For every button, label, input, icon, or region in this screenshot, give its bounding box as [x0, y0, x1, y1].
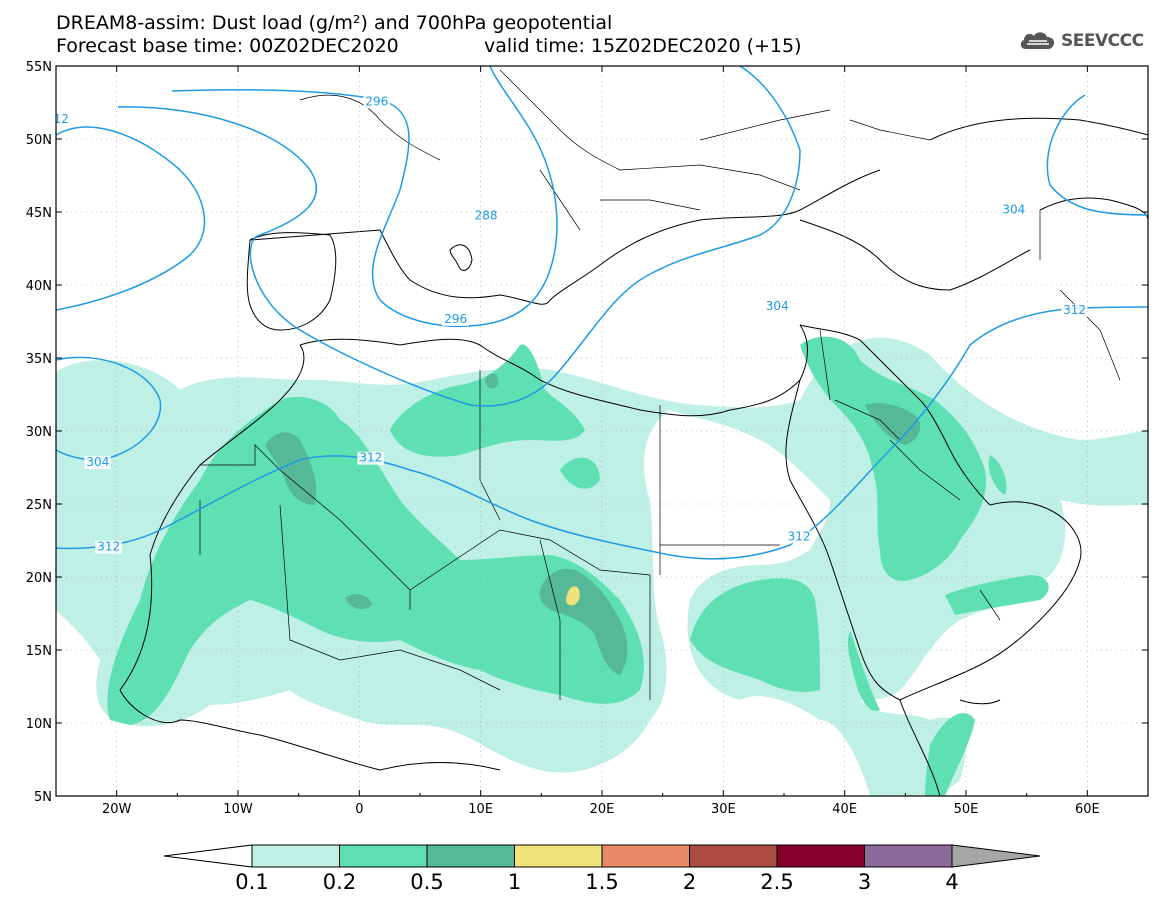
lat-tick-label: 50N: [26, 133, 52, 148]
lat-tick-label: 45N: [26, 206, 52, 221]
lat-tick-label: 40N: [26, 279, 52, 294]
contour-label-bg: [1000, 203, 1027, 217]
cloud-icon: [1020, 32, 1055, 49]
lon-tick-label: 40E: [832, 802, 857, 817]
lon-tick-label: 0: [355, 802, 363, 817]
colorbar-bin: [776, 844, 865, 868]
contour-label: 296: [444, 312, 467, 326]
colorbar-label: 3: [857, 870, 872, 894]
colorbar-label: 0.1: [235, 870, 269, 894]
lat-tick-label: 20N: [26, 571, 52, 586]
colorbar-bin: [514, 844, 603, 868]
colorbar-bin: [426, 844, 515, 868]
colorbar-label: 4: [945, 870, 959, 894]
map-plot-area: 12 296 288 304 296 312 304 312 304 312 312: [54, 66, 1148, 796]
coastlines: [119, 117, 1148, 796]
contour-label: 296: [365, 94, 388, 108]
contour-label: 304: [1002, 202, 1025, 216]
country-borders: [199, 69, 1121, 700]
map-title: DREAM8-assim: Dust load (g/m²) and 700hP…: [56, 12, 613, 34]
forecast-base-time: Forecast base time: 00Z02DEC2020: [56, 35, 399, 57]
colorbar-label: 1.5: [585, 870, 619, 894]
lon-axis: 20W 10W 0 10E 20E 30E 40E 50E 60E: [55, 66, 1149, 817]
colorbar-bin: [864, 844, 953, 868]
contour-label: 312: [1063, 303, 1086, 317]
colorbar-under-arrow: [163, 844, 253, 868]
colorbar-label: 0.5: [410, 870, 444, 894]
lat-tick-label: 30N: [26, 425, 52, 440]
contour-label: 288: [475, 208, 498, 222]
contour-label-bg: [1061, 304, 1088, 318]
contour-label-bg: [56, 112, 71, 126]
lat-tick-label: 15N: [26, 644, 52, 659]
colorbar-bin: [251, 844, 340, 868]
lat-tick-label: 25N: [26, 498, 52, 513]
colorbar-label: 1: [507, 870, 522, 894]
contour-label-bg: [442, 312, 469, 326]
colorbar-label: 2.5: [760, 870, 794, 894]
lon-tick-label: 20W: [102, 802, 132, 817]
lat-axis: 55N 50N 45N 40N 35N 30N 25N 20N 15N 10N 5N: [26, 60, 1148, 805]
contour-label-bg: [95, 540, 122, 554]
colorbar: [163, 844, 1041, 868]
valid-time: valid time: 15Z02DEC2020 (+15): [484, 35, 802, 57]
lat-tick-label: 5N: [34, 790, 52, 805]
lon-tick-label: 30E: [711, 802, 736, 817]
lat-tick-label: 10N: [26, 717, 52, 732]
seevccc-logo: SEEVCCC: [1018, 26, 1144, 56]
graticule: [56, 66, 1148, 796]
contour-label-bg: [363, 95, 390, 109]
dust-field-dark: [265, 373, 921, 675]
logo-text: SEEVCCC: [1061, 31, 1144, 51]
contour-label: 312: [788, 530, 811, 544]
contour-label: 304: [766, 299, 789, 313]
lon-tick-label: 10E: [468, 802, 493, 817]
colorbar-label: 2: [682, 870, 697, 894]
lon-tick-label: 10W: [223, 802, 253, 817]
colorbar-bin: [339, 844, 428, 868]
colorbar-bin: [689, 844, 778, 868]
colorbar-over-arrow: [951, 844, 1041, 868]
contour-label-bg: [763, 299, 791, 313]
lon-tick-label: 50E: [954, 802, 979, 817]
contour-labels: 12 296 288 304 296 312 304 312 304 312 312: [54, 94, 1088, 554]
dust-field-medium: [107, 336, 1049, 796]
contour-label-bg: [84, 456, 111, 470]
lon-tick-label: 20E: [590, 802, 615, 817]
contour-label-bg: [472, 209, 500, 223]
contour-label-bg: [785, 530, 813, 544]
colorbar-label: 0.2: [322, 870, 357, 894]
dust-field-peak: [566, 586, 580, 606]
contour-label: 312: [97, 540, 120, 554]
contour-label-bg: [357, 451, 384, 465]
lon-tick-label: 60E: [1075, 802, 1100, 817]
contour-label: 12: [54, 112, 69, 126]
colorbar-bin: [601, 844, 690, 868]
contour-label: 312: [359, 451, 382, 465]
lat-tick-label: 35N: [26, 352, 52, 367]
contour-label: 304: [86, 455, 109, 469]
lat-tick-label: 55N: [26, 60, 52, 75]
